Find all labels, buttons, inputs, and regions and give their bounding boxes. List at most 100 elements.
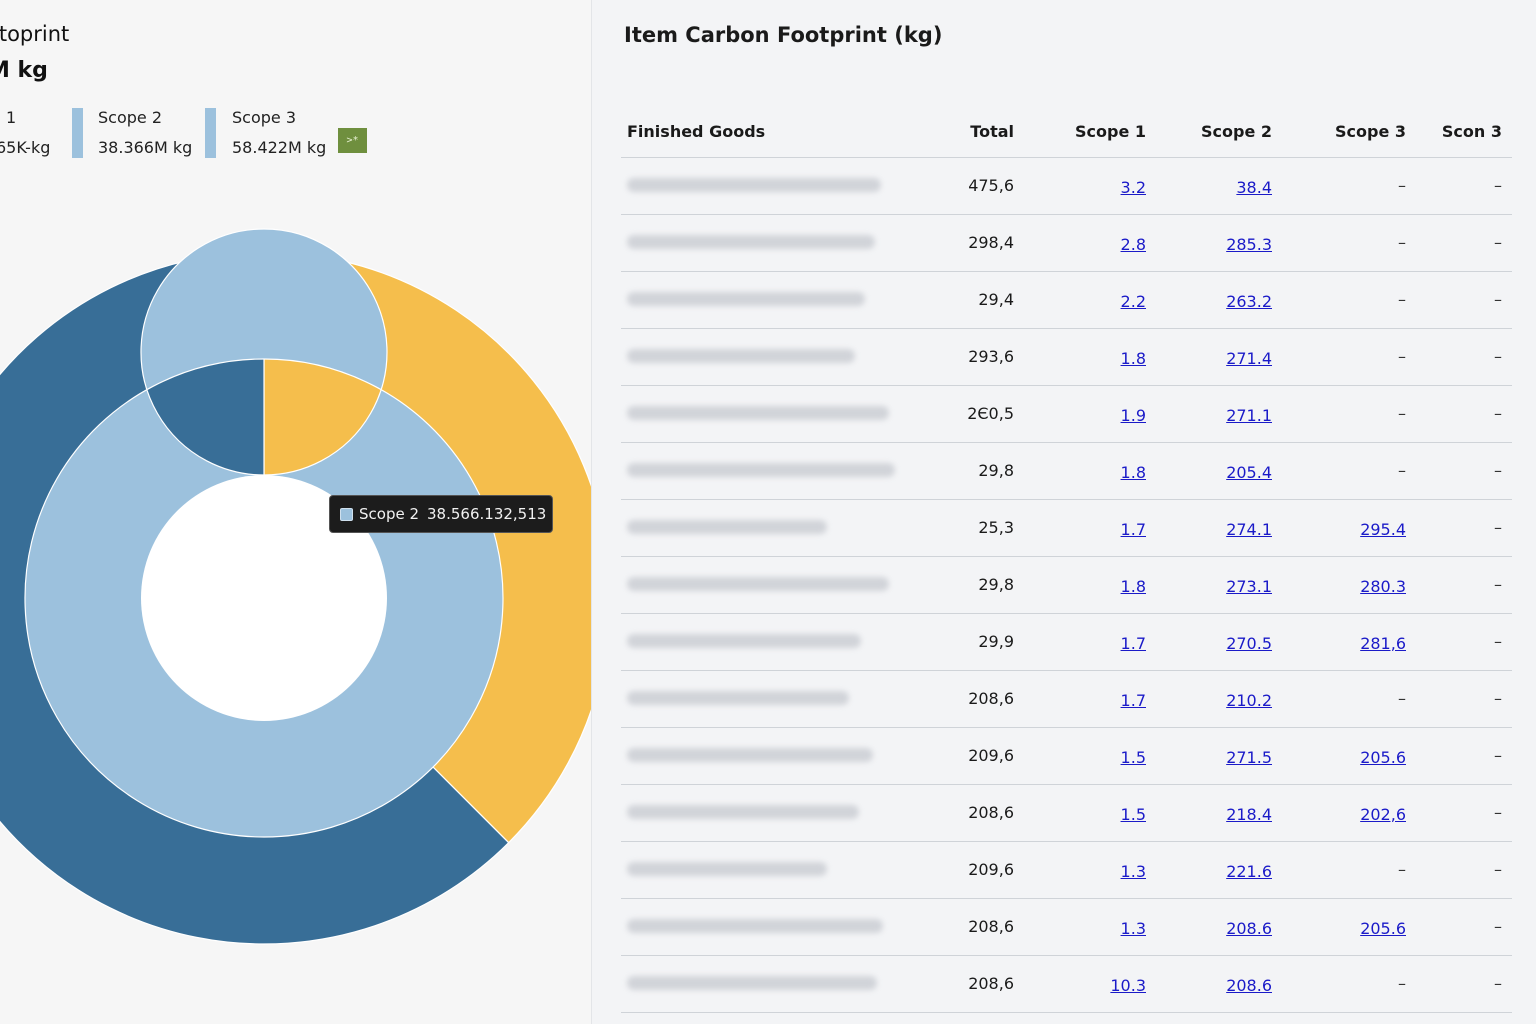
cell-scope-2-link[interactable]: 285.3 [1226,235,1272,254]
table-row[interactable]: 29,8 1.8 273.1 280.3 – [621,557,1512,614]
column-header-scope-3-extra[interactable]: Scon 3 [1441,122,1502,141]
expand-icon[interactable]: >* [338,128,367,153]
cell-scope-2-link[interactable]: 271.4 [1226,349,1272,368]
tooltip-series: Scope 2 [359,505,420,523]
cell-scope-3-link[interactable]: 202,6 [1360,805,1406,824]
cell-scope-2-link[interactable]: 208.6 [1226,919,1272,938]
cell-scope-1-link[interactable]: 1.3 [1120,862,1146,881]
legend-value: 38.366M kg [98,138,193,157]
cell-total: 29,8 [978,575,1014,594]
cell-scope-3-extra: – [1494,461,1502,480]
table-row[interactable]: 209,6 1.5 271.5 205.6 – [621,728,1512,785]
cell-total: 29,9 [978,632,1014,651]
column-header-finished-goods[interactable]: Finished Goods [627,122,766,141]
table-row[interactable]: 208,6 1.5 218.4 202,6 – [621,785,1512,842]
table-row[interactable]: 208,6 10.3 208.6 – – [621,956,1512,1013]
cell-scope-3-link[interactable]: 281,6 [1360,634,1406,653]
cell-scope-1-link[interactable]: 2.8 [1120,235,1146,254]
cell-scope-3: – [1398,176,1406,195]
cell-scope-1-link[interactable]: 2.2 [1120,292,1146,311]
table-row[interactable]: 209,6 1.3 221.6 – – [621,842,1512,899]
cell-scope-2-link[interactable]: 274.1 [1226,520,1272,539]
table-row[interactable]: 25,3 1.7 274.1 295.4 – [621,500,1512,557]
column-header-scope-3[interactable]: Scope 3 [1334,122,1406,141]
cell-total: 208,6 [968,917,1014,936]
cell-scope-3: – [1398,860,1406,879]
footprint-table-panel: Item Carbon Footprint (kg) Finished Good… [593,0,1536,1024]
cell-scope-2-link[interactable]: 221.6 [1226,862,1272,881]
column-header-scope-2[interactable]: Scope 2 [1200,122,1272,141]
table-row[interactable]: 29,8 1.8 205.4 – – [621,443,1512,500]
cell-scope-1-link[interactable]: 1.8 [1120,349,1146,368]
cell-total: 209,6 [968,746,1014,765]
cell-scope-1-link[interactable]: 1.7 [1120,634,1146,653]
redacted-item-name [627,919,883,933]
table-row[interactable]: 29,4 2.2 263.2 – – [621,272,1512,329]
table-header: Finished Goods Total Scope 1 Scope 2 Sco… [621,108,1512,158]
table-row[interactable]: 208,6 1.3 208.6 205.6 – [621,899,1512,956]
cell-scope-2-link[interactable]: 210.2 [1226,691,1272,710]
cell-total: 208,6 [968,803,1014,822]
cell-scope-2-link[interactable]: 38.4 [1236,178,1272,197]
cell-scope-3-extra: – [1494,518,1502,537]
table-row[interactable]: 29,9 1.7 270.5 281,6 – [621,614,1512,671]
cell-scope-3-extra: – [1494,803,1502,822]
cell-scope-1-link[interactable]: 1.7 [1120,691,1146,710]
column-header-total[interactable]: Total [970,122,1014,141]
cell-scope-1-link[interactable]: 1.3 [1120,919,1146,938]
legend-label: Scope 2 [98,108,163,127]
legend-value: 58.422M kg [232,138,327,157]
cell-scope-2-link[interactable]: 271.1 [1226,406,1272,425]
cell-total: 475,6 [968,176,1014,195]
cell-scope-3-extra: – [1494,974,1502,993]
cell-scope-1-link[interactable]: 1.7 [1120,520,1146,539]
cell-scope-2-link[interactable]: 270.5 [1226,634,1272,653]
cell-scope-3-extra: – [1494,860,1502,879]
table-row[interactable]: 298,4 2.8 285.3 – – [621,215,1512,272]
table-row[interactable]: 293,6 1.8 271.4 – – [621,329,1512,386]
cell-total: 208,6 [968,974,1014,993]
cell-scope-2-link[interactable]: 205.4 [1226,463,1272,482]
cell-scope-3-link[interactable]: 280.3 [1360,577,1406,596]
footprint-chart-panel: otoprint M kg 1 65K-kg Scope 2 38.366M k… [0,0,592,1024]
cell-scope-2-link[interactable]: 271.5 [1226,748,1272,767]
cell-scope-3-extra: – [1494,917,1502,936]
redacted-item-name [627,235,875,249]
item-footprint-table: Finished Goods Total Scope 1 Scope 2 Sco… [621,108,1512,1013]
redacted-item-name [627,976,877,990]
column-header-scope-1[interactable]: Scope 1 [1074,122,1146,141]
redacted-item-name [627,748,873,762]
cell-scope-3-extra: – [1494,404,1502,423]
table-row[interactable]: 208,6 1.7 210.2 – – [621,671,1512,728]
cell-scope-1-link[interactable]: 1.8 [1120,577,1146,596]
cell-scope-1-link[interactable]: 1.5 [1120,805,1146,824]
cell-total: 209,6 [968,860,1014,879]
cell-scope-1-link[interactable]: 1.5 [1120,748,1146,767]
cell-scope-2-link[interactable]: 218.4 [1226,805,1272,824]
cell-scope-3: – [1398,233,1406,252]
legend-swatch [205,108,216,158]
cell-scope-3-extra: – [1494,233,1502,252]
legend-item-scope-1[interactable]: 1 65K-kg [0,106,60,160]
redacted-item-name [627,520,827,534]
cell-scope-2-link[interactable]: 208.6 [1226,976,1272,995]
cell-scope-1-link[interactable]: 1.8 [1120,463,1146,482]
cell-scope-1-link[interactable]: 1.9 [1120,406,1146,425]
cell-scope-3: – [1398,347,1406,366]
redacted-item-name [627,406,889,420]
cell-scope-1-link[interactable]: 10.3 [1110,976,1146,995]
cell-scope-2-link[interactable]: 273.1 [1226,577,1272,596]
cell-scope-3-link[interactable]: 205.6 [1360,919,1406,938]
cell-scope-3: – [1398,290,1406,309]
chart-total: M kg [0,58,48,83]
table-row[interactable]: 2Є0,5 1.9 271.1 – – [621,386,1512,443]
legend-item-scope-3[interactable]: Scope 3 58.422M kg [205,106,330,160]
legend-item-scope-2[interactable]: Scope 2 38.366M kg [72,106,197,160]
cell-scope-3-link[interactable]: 295.4 [1360,520,1406,539]
cell-scope-1-link[interactable]: 3.2 [1120,178,1146,197]
redacted-item-name [627,577,889,591]
cell-scope-3-link[interactable]: 205.6 [1360,748,1406,767]
table-row[interactable]: 475,6 3.2 38.4 – – [621,158,1512,215]
cell-scope-2-link[interactable]: 263.2 [1226,292,1272,311]
cell-total: 2Є0,5 [967,404,1014,423]
